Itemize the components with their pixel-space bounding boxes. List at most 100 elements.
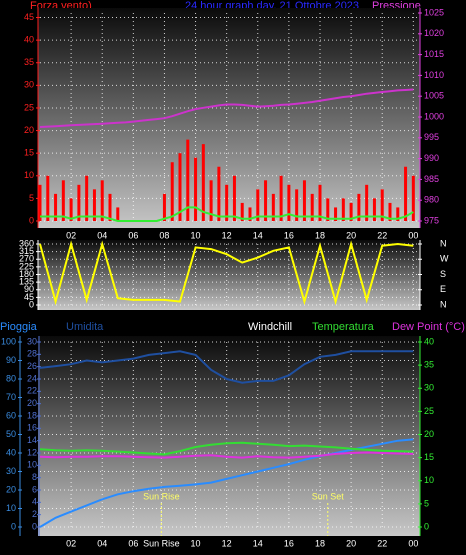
y3-tick-label: 4 bbox=[32, 497, 37, 507]
y2-tick-label: E bbox=[440, 284, 446, 294]
y2-tick-label: 0 bbox=[424, 521, 429, 531]
x-tick-label: 12 bbox=[222, 230, 232, 240]
y2-tick-label: 30 bbox=[424, 383, 434, 393]
y2-tick-label: 20 bbox=[424, 429, 434, 439]
bar bbox=[380, 189, 384, 221]
y-tick-label: 0 bbox=[29, 299, 34, 309]
bar bbox=[178, 153, 182, 221]
y-tick-label: 40 bbox=[24, 35, 34, 45]
y-tick-label: 225 bbox=[19, 261, 34, 271]
x-tick-label: 04 bbox=[97, 538, 107, 548]
plot-background bbox=[38, 240, 420, 310]
bar bbox=[287, 184, 291, 221]
y2-tick-label: 985 bbox=[424, 174, 439, 184]
y-tick-label: 90 bbox=[24, 284, 34, 294]
y3-tick-label: 10 bbox=[27, 460, 37, 470]
bar bbox=[334, 207, 338, 221]
bar bbox=[349, 202, 353, 221]
bar bbox=[295, 189, 299, 221]
y3-tick-label: 2 bbox=[32, 509, 37, 519]
x-tick-label: 16 bbox=[284, 230, 294, 240]
y2-tick-label: 1025 bbox=[424, 7, 444, 17]
bar bbox=[357, 193, 361, 221]
legend-label: Pioggia bbox=[0, 321, 38, 333]
bar bbox=[264, 180, 268, 221]
y3-tick-label: 0 bbox=[32, 521, 37, 531]
bar bbox=[396, 207, 400, 221]
x-tick-label: 02 bbox=[66, 538, 76, 548]
bar bbox=[162, 193, 166, 221]
y3-tick-label: 16 bbox=[27, 423, 37, 433]
bar bbox=[69, 198, 73, 221]
y-tick-label: 20 bbox=[6, 484, 16, 494]
y2-tick-label: 1010 bbox=[424, 70, 444, 80]
series-line bbox=[39, 441, 414, 456]
y-tick-label: 5 bbox=[29, 193, 34, 203]
y2-tick-label: 25 bbox=[424, 406, 434, 416]
x-tick-label: Sun Rise bbox=[143, 538, 180, 548]
plot-background bbox=[38, 336, 420, 536]
x-tick-label: 18 bbox=[315, 538, 325, 548]
y2-tick-label: S bbox=[440, 269, 446, 279]
bar bbox=[54, 193, 58, 221]
y-tick-label: 0 bbox=[29, 215, 34, 225]
y-tick-label: 100 bbox=[1, 336, 16, 346]
series-line bbox=[39, 240, 414, 306]
x-tick-label: 12 bbox=[222, 538, 232, 548]
bar bbox=[92, 189, 96, 221]
bar bbox=[279, 175, 283, 221]
y3-tick-label: 26 bbox=[27, 361, 37, 371]
y-tick-label: 315 bbox=[19, 246, 34, 256]
y3-tick-label: 22 bbox=[27, 386, 37, 396]
y2-tick-label: 1005 bbox=[424, 91, 444, 101]
x-tick-label: 10 bbox=[191, 230, 201, 240]
y3-tick-label: 18 bbox=[27, 410, 37, 420]
bar bbox=[365, 184, 369, 221]
y2-tick-label: 40 bbox=[424, 336, 434, 346]
bar bbox=[170, 162, 174, 221]
x-tick-label: 04 bbox=[97, 230, 107, 240]
y-tick-label: 30 bbox=[24, 80, 34, 90]
y2-tick-label: 10 bbox=[424, 475, 434, 485]
x-tick-label: 20 bbox=[346, 538, 356, 548]
bar bbox=[302, 180, 306, 221]
bar bbox=[46, 175, 50, 221]
bar bbox=[108, 193, 112, 221]
series-line bbox=[39, 350, 414, 384]
bar bbox=[240, 202, 244, 221]
annotation: Sun Rise bbox=[143, 491, 180, 501]
y3-tick-label: 20 bbox=[27, 398, 37, 408]
series-line bbox=[39, 451, 414, 459]
y3-tick-label: 8 bbox=[32, 472, 37, 482]
bar bbox=[310, 193, 314, 221]
bar bbox=[209, 180, 213, 221]
y2-tick-label: 975 bbox=[424, 215, 439, 225]
y2-tick-label: 1000 bbox=[424, 111, 444, 121]
bar bbox=[271, 193, 275, 221]
y3-tick-label: 28 bbox=[27, 349, 37, 359]
y-tick-label: 80 bbox=[6, 373, 16, 383]
y2-tick-label: 990 bbox=[424, 153, 439, 163]
y2-tick-label: N bbox=[440, 238, 447, 248]
y-tick-label: 180 bbox=[19, 269, 34, 279]
y-tick-label: 70 bbox=[6, 392, 16, 402]
x-tick-label: 14 bbox=[253, 538, 263, 548]
legend-label: Windchill bbox=[248, 321, 292, 333]
bar bbox=[61, 180, 65, 221]
y-tick-label: 45 bbox=[24, 292, 34, 302]
bar bbox=[256, 189, 260, 221]
x-tick-label: 00 bbox=[408, 230, 418, 240]
y-tick-label: 50 bbox=[6, 429, 16, 439]
bar bbox=[38, 184, 42, 221]
y2-axis-label: Pressione bbox=[372, 0, 421, 12]
x-tick-label: 10 bbox=[191, 538, 201, 548]
bar bbox=[232, 175, 236, 221]
x-tick-label: 14 bbox=[253, 230, 263, 240]
x-tick-label: 18 bbox=[315, 230, 325, 240]
legend-label: Temperatura bbox=[312, 321, 375, 333]
y2-tick-label: 5 bbox=[424, 498, 429, 508]
y-tick-label: 25 bbox=[24, 102, 34, 112]
y-tick-label: 0 bbox=[11, 521, 16, 531]
bar bbox=[318, 184, 322, 221]
